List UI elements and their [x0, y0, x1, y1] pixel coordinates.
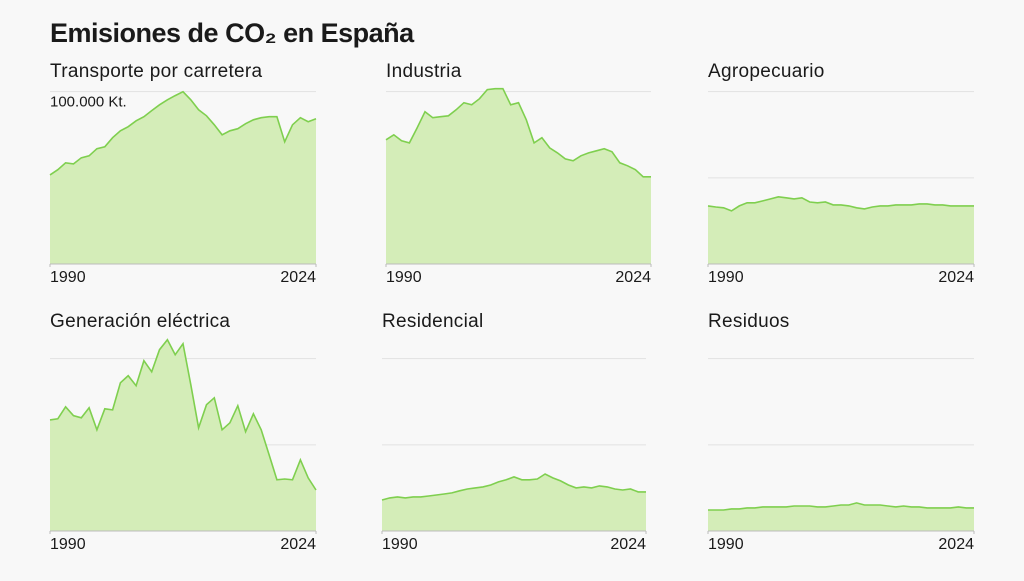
line	[49, 338, 317, 491]
panel-title: Generación eléctrica	[50, 311, 230, 332]
x-tick-label: 1990	[386, 269, 422, 286]
x-tick-label: 1990	[708, 269, 744, 286]
x-tick-label: 1990	[708, 536, 744, 553]
area	[708, 196, 974, 264]
x-tick-label: 1990	[382, 536, 418, 553]
x-tick-label: 2024	[938, 536, 974, 553]
x-tick-label: 2024	[615, 269, 651, 286]
panel-title: Transporte por carretera	[50, 61, 263, 82]
area	[50, 91, 316, 264]
chart-title: Emisiones de CO₂ en España	[50, 18, 415, 48]
x-tick-label: 2024	[280, 536, 316, 553]
line	[708, 502, 974, 511]
line	[385, 87, 651, 178]
x-tick-label: 1990	[50, 269, 86, 286]
x-tick-label: 2024	[610, 536, 646, 553]
x-tick-label: 2024	[280, 269, 316, 286]
line	[49, 90, 317, 176]
area	[50, 339, 316, 531]
area	[386, 88, 651, 264]
line	[707, 195, 974, 212]
panel-title: Residuos	[708, 311, 790, 332]
line	[381, 473, 646, 501]
panel-title: Residencial	[382, 311, 484, 332]
panel-title: Agropecuario	[708, 61, 825, 82]
area	[708, 502, 974, 531]
panel-title: Industria	[386, 61, 462, 82]
x-tick-label: 2024	[938, 269, 974, 286]
y-tick-label: 100.000 Kt.	[50, 94, 127, 111]
area	[382, 474, 646, 531]
x-tick-label: 1990	[50, 536, 86, 553]
